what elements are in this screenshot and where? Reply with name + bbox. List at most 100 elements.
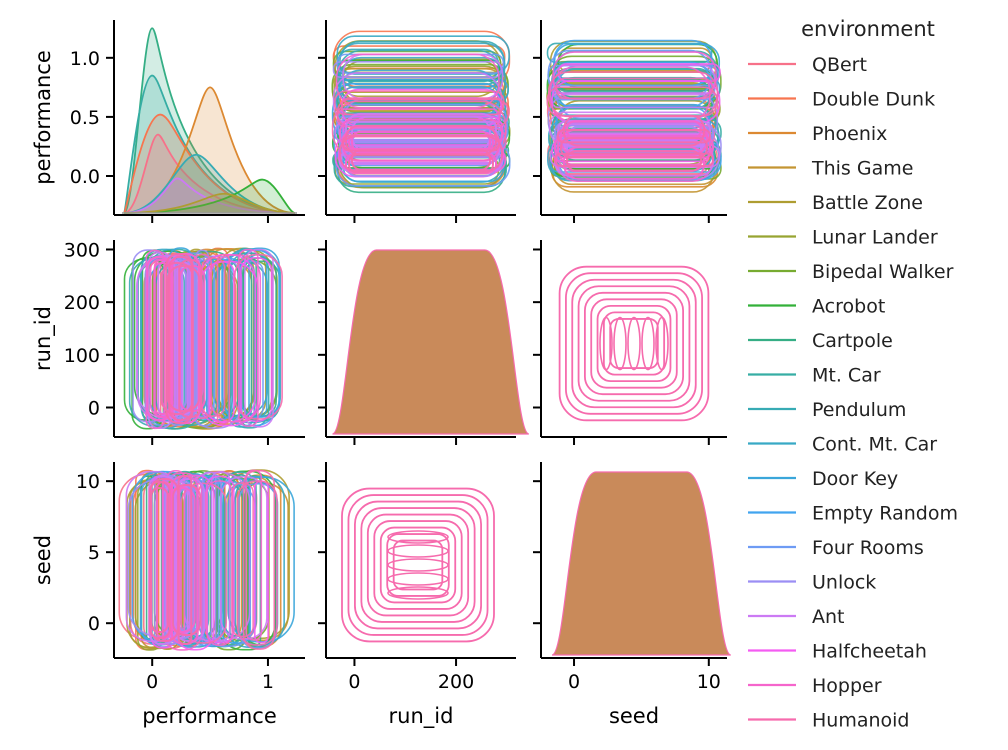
legend-label: Double Dunk (812, 89, 935, 111)
panel-performance-vs-performance (122, 27, 297, 214)
legend-item: This Game (748, 158, 913, 180)
axes-run_id-vs-performance: 0 100 200 300 (64, 239, 305, 445)
axes-performance-vs-performance: 0.0 0.5 1.0 (70, 20, 305, 223)
axes-seed-vs-seed: 0 10 (533, 462, 727, 693)
contour-line (335, 53, 500, 109)
legend-label: Pendulum (812, 399, 906, 421)
contour-core (387, 558, 449, 572)
y-tick-label: 200 (64, 292, 100, 314)
legend: environment QBert Double Dunk Phoenix This … (748, 17, 958, 732)
contour-line (546, 42, 713, 64)
contour-line (236, 480, 278, 646)
pairplot-panels (118, 27, 732, 656)
panel-seed-vs-seed (551, 471, 732, 656)
legend-item: Acrobot (748, 296, 885, 318)
contour-core (387, 586, 449, 600)
legend-title: environment (801, 17, 935, 41)
y-tick-label: 0.5 (70, 107, 100, 129)
legend-label: Bipedal Walker (812, 261, 954, 283)
legend-item: Mt. Car (748, 365, 881, 387)
contour-line (555, 77, 713, 100)
contour-line (171, 484, 202, 636)
x-tick-label: 200 (438, 671, 474, 693)
legend-label: This Game (811, 158, 913, 180)
legend-label: Four Rooms (812, 537, 924, 559)
contour-line (216, 253, 231, 425)
legend-item: Bipedal Walker (748, 261, 954, 283)
legend-item: Pendulum (748, 399, 906, 421)
contour-line (563, 146, 705, 180)
contour-line (146, 256, 173, 421)
contour-line (166, 265, 201, 412)
y-tick-label: 10 (76, 471, 100, 493)
x-axis-label-seed: seed (609, 704, 659, 728)
contour-ring (341, 487, 495, 643)
contour-ring (347, 494, 489, 636)
legend-item: Cont. Mt. Car (748, 434, 937, 456)
contour-ring (373, 520, 463, 610)
y-tick-label: 5 (88, 542, 100, 564)
x-tick-label: 0 (348, 671, 360, 693)
contour-ring (596, 304, 672, 383)
legend-label: Door Key (812, 468, 898, 490)
x-axis-label-run_id: run_id (389, 704, 454, 729)
kde-curve-ant (123, 177, 296, 214)
axes-run_id-vs-run_id (318, 240, 516, 445)
contour-ring (590, 298, 678, 389)
legend-label: Phoenix (812, 123, 887, 145)
legend-label: Hopper (812, 675, 882, 697)
x-tick-label: 10 (697, 671, 721, 693)
axes-performance-vs-run_id (318, 20, 516, 223)
legend-item: Double Dunk (748, 89, 935, 111)
legend-label: QBert (812, 54, 867, 76)
y-tick-label: 0.0 (70, 166, 100, 188)
axes-run_id-vs-seed (533, 240, 727, 445)
contour-core (599, 316, 613, 371)
legend-label: Acrobot (812, 296, 885, 318)
contour-ring (583, 291, 685, 396)
legend-label: Cont. Mt. Car (812, 434, 937, 456)
contour-line (216, 470, 276, 651)
legend-item: Battle Zone (748, 192, 923, 214)
panel-performance-vs-run_id (331, 30, 511, 194)
contour-line (351, 149, 491, 171)
legend-item: Empty Random (748, 503, 958, 525)
contour-line (554, 152, 714, 167)
contour-line (336, 35, 510, 75)
contour-ring (354, 500, 482, 630)
diag-kde-run_id (331, 249, 530, 435)
axes-performance-vs-seed (533, 20, 727, 223)
contour-line (148, 481, 171, 639)
contour-line (211, 471, 231, 642)
contour-ring (565, 272, 703, 415)
legend-item: Cartpole (748, 330, 893, 352)
legend-item: Four Rooms (748, 537, 924, 559)
contour-line (339, 135, 503, 172)
legend-item: Ant (748, 606, 845, 628)
legend-label: Cartpole (812, 330, 893, 352)
legend-label: Lunar Lander (812, 227, 938, 249)
contour-core (655, 316, 669, 371)
contour-line (560, 137, 708, 158)
contour-core (627, 316, 641, 371)
axes-seed-vs-run_id: 0 200 (318, 462, 516, 693)
kde-curve-battle-zone (123, 192, 296, 214)
legend-item: Hopper (748, 675, 882, 697)
kde-curve-pendulum (123, 153, 296, 214)
contour-ring (379, 526, 457, 604)
contour-ring (366, 513, 470, 617)
contour-core (387, 544, 449, 558)
panel-run_id-vs-seed (558, 265, 710, 422)
contour-line (566, 150, 702, 172)
contour-line (131, 256, 165, 430)
contour-core (641, 316, 655, 371)
y-tick-label: 1.0 (70, 48, 100, 70)
contour-line (339, 128, 503, 159)
contour-ring (571, 278, 697, 409)
panel-performance-vs-seed (546, 39, 722, 193)
contour-line (150, 487, 169, 633)
contour-line (209, 254, 262, 423)
y-axis-label-performance: performance (31, 50, 55, 185)
legend-item: Door Key (748, 468, 898, 490)
